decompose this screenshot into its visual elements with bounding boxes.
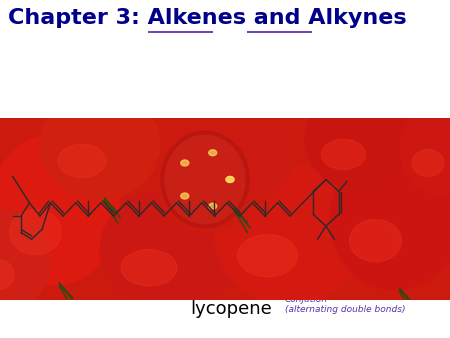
Text: Conjution
(alternating double bonds): Conjution (alternating double bonds) (285, 295, 405, 314)
Ellipse shape (321, 139, 365, 169)
Ellipse shape (184, 149, 237, 186)
Ellipse shape (226, 176, 234, 183)
Ellipse shape (209, 203, 217, 209)
Ellipse shape (9, 210, 62, 255)
Ellipse shape (209, 150, 217, 156)
Ellipse shape (226, 176, 234, 183)
Ellipse shape (412, 149, 444, 176)
Ellipse shape (0, 210, 50, 310)
Ellipse shape (100, 190, 240, 310)
Ellipse shape (121, 250, 177, 286)
Ellipse shape (181, 160, 189, 166)
Ellipse shape (165, 135, 245, 224)
Ellipse shape (330, 149, 450, 290)
Ellipse shape (305, 89, 415, 190)
Ellipse shape (0, 260, 14, 290)
Text: Chapter 3: Alkenes and Alkynes: Chapter 3: Alkenes and Alkynes (8, 8, 407, 28)
Ellipse shape (40, 89, 160, 199)
Text: lycopene: lycopene (190, 300, 272, 318)
Ellipse shape (350, 220, 401, 262)
Ellipse shape (58, 144, 106, 177)
Ellipse shape (161, 131, 249, 227)
Ellipse shape (0, 134, 120, 285)
Ellipse shape (155, 124, 255, 235)
Ellipse shape (181, 193, 189, 199)
Ellipse shape (400, 104, 450, 194)
Ellipse shape (238, 235, 297, 277)
Ellipse shape (215, 164, 365, 305)
Ellipse shape (165, 89, 295, 210)
